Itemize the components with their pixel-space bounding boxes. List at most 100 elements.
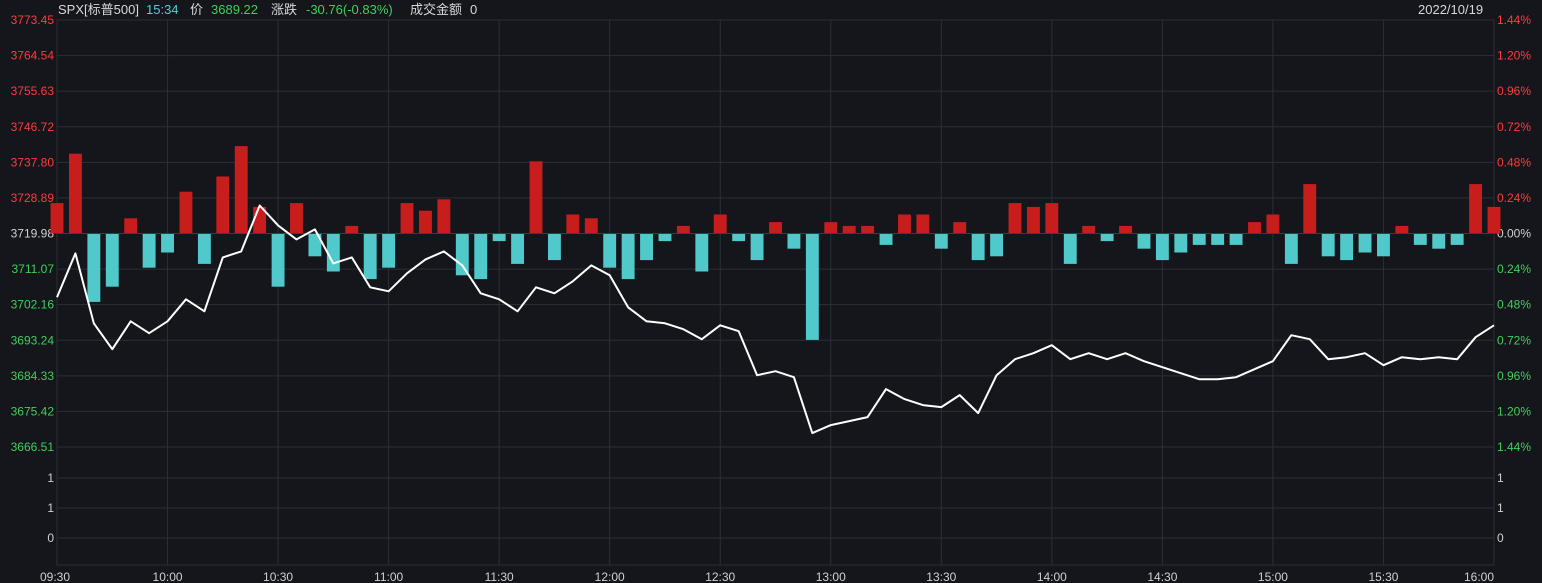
breadth-bar-up <box>1082 225 1096 234</box>
amount-value: 0 <box>470 2 478 17</box>
breadth-bar-up <box>584 218 598 234</box>
breadth-bar-up <box>345 225 359 234</box>
breadth-bar-down <box>382 233 396 268</box>
y-tick-label: 3666.51 <box>11 440 55 454</box>
breadth-bar-down <box>1340 233 1354 261</box>
volume-tick-label: 1 <box>1497 501 1504 515</box>
date-label: 2022/10/19 <box>1418 2 1484 17</box>
volume-tick-label: 1 <box>47 501 54 515</box>
breadth-bar-down <box>787 233 801 249</box>
y-tick-label: 3773.45 <box>11 13 55 27</box>
breadth-bar-down <box>640 233 653 261</box>
breadth-bar-up <box>769 222 782 234</box>
breadth-bar-up <box>290 203 303 234</box>
breadth-bar-up <box>124 218 138 234</box>
volume-tick-label: 1 <box>47 471 54 485</box>
breadth-bar-up <box>1487 206 1501 234</box>
breadth-bar-up <box>68 153 82 234</box>
change-value: -30.76(-0.83%) <box>306 2 393 17</box>
breadth-bar-down <box>87 233 101 302</box>
breadth-bar-down <box>1192 233 1206 245</box>
pct-tick-label: 0.96% <box>1497 369 1531 383</box>
pct-tick-label: 1.44% <box>1497 440 1531 454</box>
breadth-bar-up <box>861 225 875 234</box>
breadth-bar-down <box>1432 233 1446 249</box>
breadth-bar-down <box>990 233 1004 257</box>
breadth-bar-down <box>1450 233 1464 245</box>
x-tick-label: 11:00 <box>374 570 403 583</box>
breadth-bar-up <box>400 203 414 234</box>
plot-frame <box>56 19 1495 566</box>
breadth-bar-down <box>621 233 635 280</box>
x-tick-label: 15:30 <box>1368 570 1398 583</box>
breadth-bar-down <box>1229 233 1243 245</box>
breadth-bar-up <box>898 214 911 234</box>
breadth-bar-up <box>529 161 543 234</box>
breadth-bar-up <box>50 203 64 234</box>
breadth-bar-up <box>1045 203 1059 234</box>
y-tick-label: 3675.42 <box>11 404 55 418</box>
y-tick-label: 3737.80 <box>11 155 55 169</box>
breadth-bar-up <box>1008 203 1022 234</box>
pct-tick-label: 0.24% <box>1497 191 1531 205</box>
volume-tick-label: 0 <box>1497 531 1504 545</box>
breadth-bar-up <box>842 225 856 234</box>
x-tick-label: 10:00 <box>153 570 183 583</box>
breadth-bar-down <box>161 233 174 253</box>
price-line <box>56 204 1495 435</box>
breadth-bar-down <box>142 233 156 268</box>
breadth-bar-up <box>824 222 838 234</box>
pct-tick-label: 1.20% <box>1497 49 1531 63</box>
symbol-label[interactable]: SPX[标普500] <box>58 2 139 17</box>
breadth-bar-up <box>1266 214 1280 234</box>
x-tick-label: 14:00 <box>1037 570 1067 583</box>
breadth-bar-up <box>566 214 580 234</box>
breadth-bar-down <box>1063 233 1077 264</box>
breadth-bar-down <box>658 233 672 242</box>
volume-tick-label: 1 <box>1497 471 1504 485</box>
breadth-bar-up <box>1026 206 1040 234</box>
breadth-bar-down <box>363 233 377 280</box>
breadth-bar-down <box>511 233 525 264</box>
breadth-bar-up <box>1303 184 1317 234</box>
y-tick-label: 3684.33 <box>11 369 55 383</box>
breadth-bar-down <box>547 233 561 261</box>
breadth-bar-up <box>216 176 230 234</box>
pct-tick-label: 0.72% <box>1497 333 1531 347</box>
breadth-bar-down <box>971 233 985 261</box>
breadth-bar-down <box>1211 233 1225 245</box>
y-tick-label: 3755.63 <box>11 84 55 98</box>
x-tick-label: 12:00 <box>595 570 625 583</box>
y-tick-label: 3702.16 <box>11 298 55 312</box>
y-tick-label: 3728.89 <box>11 191 55 205</box>
breadth-bar-down <box>308 233 322 257</box>
breadth-bar-down <box>474 233 488 280</box>
price-value: 3689.22 <box>211 2 258 17</box>
breadth-bar-down <box>603 233 617 268</box>
pct-tick-label: 0.24% <box>1497 262 1531 276</box>
breadth-bar-up <box>1119 225 1132 234</box>
chart-header: SPX[标普500] 15:34 价 3689.22 涨跌 -30.76(-0.… <box>0 0 1542 20</box>
breadth-bar-up <box>1469 184 1483 234</box>
breadth-bar-up <box>953 222 967 234</box>
x-tick-label: 13:30 <box>926 570 956 583</box>
time-label: 15:34 <box>146 2 179 17</box>
pct-tick-label: 1.20% <box>1497 404 1531 418</box>
x-tick-label: 14:30 <box>1147 570 1177 583</box>
breadth-bar-down <box>1358 233 1372 253</box>
breadth-bar-down <box>1284 233 1298 264</box>
pct-tick-label: 0.48% <box>1497 298 1531 312</box>
x-tick-label: 16:00 <box>1464 570 1494 583</box>
y-tick-label: 3693.24 <box>11 333 55 347</box>
pct-tick-label: 0.96% <box>1497 84 1531 98</box>
breadth-bar-down <box>750 233 764 261</box>
breadth-bar-up <box>1395 225 1409 234</box>
breadth-bar-up <box>419 210 432 234</box>
breadth-bar-up <box>437 199 451 234</box>
breadth-bar-down <box>1174 233 1188 253</box>
breadth-bar-down <box>197 233 211 264</box>
breadth-bar-up <box>1248 222 1261 234</box>
breadth-bar-up <box>234 146 248 234</box>
breadth-bar-down <box>492 233 506 242</box>
